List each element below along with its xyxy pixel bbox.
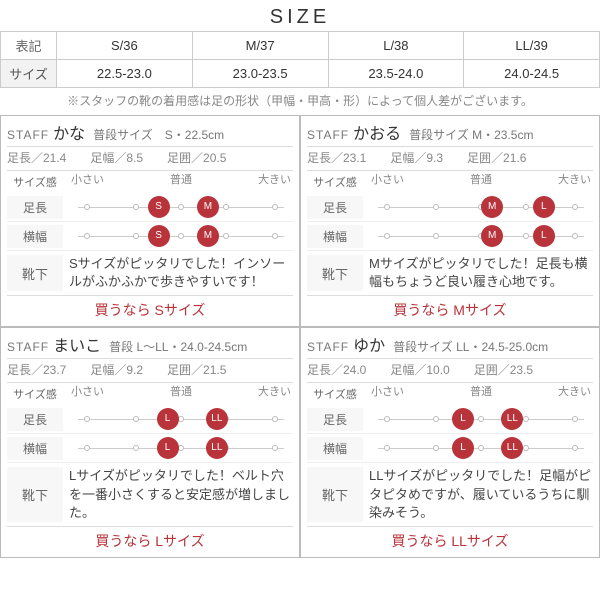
fit-length-label: 足長 [7,408,63,431]
buy-recommendation: 買うなら Mサイズ [307,295,593,322]
size-table-header-label: 表記 [1,32,57,60]
size-mark: LL [501,437,523,459]
fit-head-label: サイズ感 [7,383,63,405]
staff-usual-size: 普段 L〜LL・24.0-24.5cm [109,338,247,355]
fit-head-label: サイズ感 [307,383,363,405]
staff-name: ゆか [353,332,385,356]
scale-small: 小さい [71,383,104,405]
size-val: 22.5-23.0 [57,60,193,88]
fit-scale: LLL [69,436,293,460]
fit-length-label: 足長 [307,408,363,431]
staff-measurements: 足長／21.4 足幅／8.5 足囲／20.5 [7,147,293,171]
staff-measurements: 足長／23.7 足幅／9.2 足囲／21.5 [7,359,293,383]
fit-width-label: 横幅 [7,437,63,460]
size-mark: L [452,408,474,430]
staff-measurements: 足長／23.1 足幅／9.3 足囲／21.6 [307,147,593,171]
scale-small: 小さい [71,171,104,193]
size-mark: M [197,196,219,218]
size-col: S/36 [57,32,193,60]
fit-sock-label: 靴下 [7,467,63,522]
size-title: SIZE [0,0,600,31]
staff-usual-size: 普段サイズ S・22.5cm [93,126,224,143]
size-col: M/37 [192,32,328,60]
size-val: 24.0-24.5 [464,60,600,88]
staff-name: まいこ [53,332,101,356]
size-mark: L [533,196,555,218]
fit-length-label: 足長 [7,196,63,219]
staff-usual-size: 普段サイズ LL・24.5-25.0cm [393,338,548,355]
scale-normal: 普通 [470,383,492,405]
staff-tag: STAFF [307,128,349,142]
fit-scale: SM [69,195,293,219]
fit-length-label: 足長 [307,196,363,219]
size-note: ※スタッフの靴の着用感は足の形状（甲幅・甲高・形）によって個人差がございます。 [0,88,600,115]
fit-width-label: 横幅 [307,437,363,460]
fit-scale: LLL [69,407,293,431]
size-table: 表記 S/36 M/37 L/38 LL/39 サイズ 22.5-23.0 23… [0,31,600,88]
staff-measurements: 足長／24.0 足幅／10.0 足囲／23.5 [307,359,593,383]
size-val: 23.0-23.5 [192,60,328,88]
scale-normal: 普通 [170,383,192,405]
scale-big: 大きい [258,171,291,193]
staff-usual-size: 普段サイズ M・23.5cm [409,126,533,143]
fit-scale: ML [369,195,593,219]
staff-card: STAFF まいこ 普段 L〜LL・24.0-24.5cm 足長／23.7 足幅… [0,327,300,558]
fit-width-label: 横幅 [7,225,63,248]
fit-sock-label: 靴下 [7,255,63,291]
buy-recommendation: 買うなら LLサイズ [307,526,593,553]
size-col: L/38 [328,32,464,60]
size-mark: S [148,196,170,218]
staff-comment: Mサイズがピッタリでした！足長も横幅もちょうど良い履き心地です。 [369,255,593,291]
fit-scale: LLL [369,407,593,431]
fit-head-label: サイズ感 [7,171,63,193]
staff-tag: STAFF [307,340,349,354]
size-mark: M [197,225,219,247]
staff-comment: Sサイズがピッタリでした！インソールがふかふかで歩きやすいです！ [69,255,293,291]
fit-width-label: 横幅 [307,225,363,248]
scale-small: 小さい [371,383,404,405]
size-mark: L [452,437,474,459]
fit-scale: SM [69,224,293,248]
size-table-row-label: サイズ [1,60,57,88]
scale-big: 大きい [558,383,591,405]
staff-card: STAFF かな 普段サイズ S・22.5cm 足長／21.4 足幅／8.5 足… [0,115,300,327]
buy-recommendation: 買うなら Sサイズ [7,295,293,322]
size-mark: LL [206,408,228,430]
size-mark: L [157,437,179,459]
size-mark: L [157,408,179,430]
scale-normal: 普通 [170,171,192,193]
fit-scale: ML [369,224,593,248]
fit-scale: LLL [369,436,593,460]
staff-grid: STAFF かな 普段サイズ S・22.5cm 足長／21.4 足幅／8.5 足… [0,115,600,558]
staff-name: かおる [353,120,401,144]
scale-big: 大きい [558,171,591,193]
size-mark: LL [206,437,228,459]
size-mark: S [148,225,170,247]
staff-card: STAFF かおる 普段サイズ M・23.5cm 足長／23.1 足幅／9.3 … [300,115,600,327]
fit-head-label: サイズ感 [307,171,363,193]
scale-small: 小さい [371,171,404,193]
scale-big: 大きい [258,383,291,405]
fit-sock-label: 靴下 [307,255,363,291]
buy-recommendation: 買うなら Lサイズ [7,526,293,553]
fit-sock-label: 靴下 [307,467,363,522]
staff-tag: STAFF [7,340,49,354]
staff-card: STAFF ゆか 普段サイズ LL・24.5-25.0cm 足長／24.0 足幅… [300,327,600,558]
size-col: LL/39 [464,32,600,60]
size-mark: M [481,225,503,247]
size-mark: L [533,225,555,247]
staff-comment: Lサイズがピッタリでした！ベルト穴を一番小さくすると安定感が増しました。 [69,467,293,522]
staff-name: かな [53,120,85,144]
size-mark: M [481,196,503,218]
staff-comment: LLサイズがピッタリでした！足幅がピタピタめですが、履いているうちに馴染みそう。 [369,467,593,522]
size-mark: LL [501,408,523,430]
staff-tag: STAFF [7,128,49,142]
size-val: 23.5-24.0 [328,60,464,88]
scale-normal: 普通 [470,171,492,193]
